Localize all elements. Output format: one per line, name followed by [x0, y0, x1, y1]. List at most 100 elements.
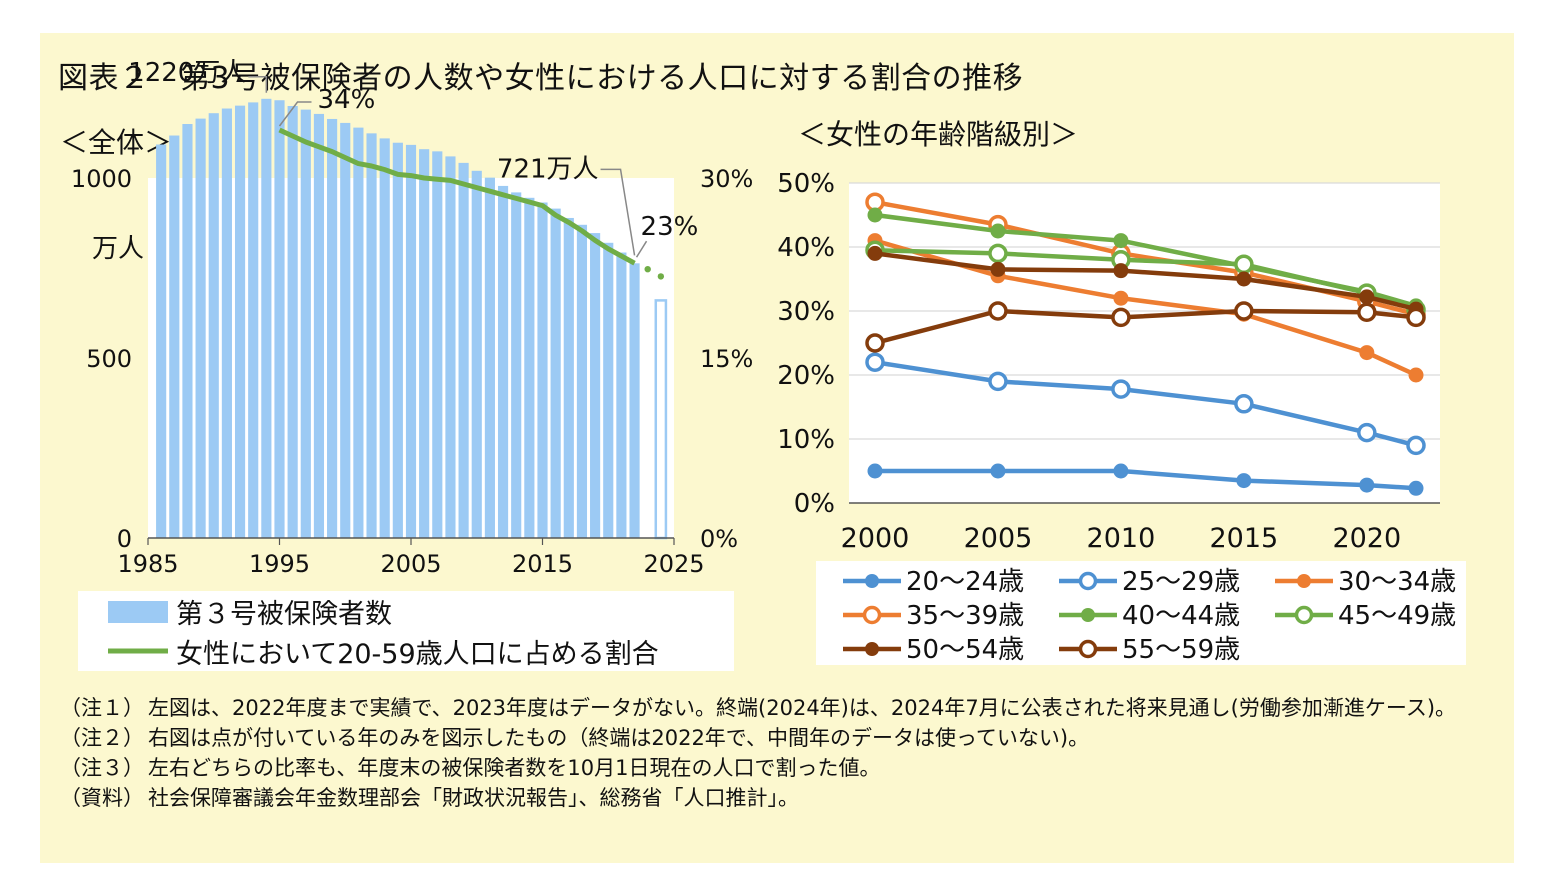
series-point [1406, 307, 1426, 328]
legend-line-label: 女性において20-59歳人口に占める割合 [176, 639, 659, 670]
bar [327, 118, 338, 539]
series-point [988, 301, 1008, 321]
series-point [1406, 435, 1426, 456]
bar [234, 105, 246, 538]
x-tick-label: 2020 [1332, 523, 1401, 554]
annotation-23pct: 23% [641, 212, 699, 242]
bar [195, 118, 206, 538]
series-line [874, 251, 1417, 312]
series-point [1234, 254, 1254, 275]
bar [629, 263, 640, 538]
note-label: （注２） [60, 726, 144, 750]
x-tick-label: 2005 [380, 550, 441, 578]
bar [590, 233, 601, 538]
annotation-34pct: 34% [318, 85, 376, 115]
bar [156, 144, 167, 538]
series-point [1357, 422, 1377, 443]
legend-label: 45～49歳 [1338, 601, 1456, 631]
y-left-unit-label: 万人 [92, 234, 144, 264]
series-point [1236, 271, 1252, 287]
series-point [867, 245, 883, 261]
bar [313, 113, 325, 539]
y-right-tick-label: 30% [700, 165, 753, 193]
series-point [1111, 379, 1131, 399]
share-projection-dot [657, 273, 665, 280]
legend-marker [865, 642, 879, 656]
y-tick-label: 30% [777, 297, 835, 327]
series-line [875, 468, 1417, 491]
bar [353, 127, 364, 538]
series-point [1408, 480, 1424, 496]
left-chart-subtitle: ＜全体＞ [60, 126, 173, 159]
figure-title: 図表２ 第3号被保険者の人数や女性における人口に対する割合の推移 [58, 61, 1024, 96]
legend-marker [862, 605, 882, 625]
note-4: （資料） 社会保障審議会年金数理部会「財政状況報告」、総務省「人口推計」。 [60, 783, 1500, 813]
bar [340, 122, 351, 539]
bar [419, 149, 430, 538]
series-point [1359, 289, 1375, 305]
bar [537, 202, 548, 539]
legend-marker [1078, 639, 1098, 659]
bar [366, 133, 377, 539]
x-tick-label: 2010 [1087, 523, 1156, 554]
bar [274, 100, 285, 539]
legend-marker [1297, 574, 1311, 588]
series-point [1359, 345, 1375, 361]
bar [248, 102, 259, 539]
y-left-tick-label: 0 [117, 525, 132, 553]
bar [208, 113, 219, 538]
annotation-leader [278, 101, 312, 127]
y-right-tick-label: 15% [700, 345, 753, 373]
x-tick-label: 2015 [1210, 523, 1279, 554]
note-text: 社会保障審議会年金数理部会「財政状況報告」、総務省「人口推計」。 [148, 786, 799, 810]
legend-marker [1294, 605, 1314, 625]
note-label: （注３） [60, 756, 144, 780]
note-1: （注１） 左図は、2022年度まで実績で、2023年度はデータがない。終端(20… [60, 693, 1500, 723]
overall-chart: 1985 1995 2005 2015 2025 0 500 1000 0% 15% 30% 万人 12… [71, 58, 753, 671]
series-point [1357, 302, 1377, 323]
y-tick-label: 40% [777, 233, 835, 263]
bar [221, 108, 232, 539]
x-tick-label: 2025 [643, 550, 704, 578]
bar [379, 138, 390, 538]
series-point [1113, 263, 1129, 279]
annotation-leader [248, 76, 268, 93]
bar [445, 156, 456, 538]
y-tick-label: 0% [794, 489, 835, 519]
legend-label: 55～59歳 [1122, 635, 1240, 665]
bar [497, 185, 509, 539]
bar [576, 224, 588, 539]
bar [524, 197, 535, 539]
share-projection-dot [644, 266, 651, 273]
plot-area [849, 183, 1440, 503]
annotation-1220: 1220万人 [128, 58, 246, 88]
series-point [1113, 290, 1129, 306]
legend-marker [865, 574, 879, 588]
series-point [988, 371, 1008, 392]
note-label: （注１） [60, 696, 144, 720]
legend-box [816, 561, 1466, 665]
series-line [874, 238, 1417, 378]
y-left-tick-label: 1000 [71, 165, 132, 193]
bar [471, 170, 482, 539]
series-point [1111, 307, 1131, 328]
bar [182, 124, 193, 538]
bar [261, 98, 272, 539]
legend-label: 20～24歳 [906, 567, 1024, 597]
series-point [1408, 367, 1424, 383]
y-right-tick-label: 0% [700, 525, 738, 553]
x-tick-label: 2015 [512, 550, 573, 578]
bar [484, 177, 495, 538]
bar [511, 192, 522, 538]
legend-label: 50～54歳 [906, 635, 1024, 665]
note-3: （注３） 左右どちらの比率も、年度末の被保険者数を10月1日現在の人口で割った値… [60, 753, 1500, 783]
note-text: 右図は点が付いている年のみを図示したもの（終端は2022年で、中間年のデータは使… [148, 726, 1090, 750]
legend-bar-label: 第３号被保険者数 [176, 599, 392, 630]
legend-label: 25～29歳 [1122, 567, 1240, 597]
y-tick-label: 10% [777, 425, 835, 455]
series-point [1234, 394, 1254, 414]
note-text: 左右どちらの比率も、年度末の被保険者数を10月1日現在の人口で割った値。 [148, 756, 881, 780]
note-label: （資料） [60, 786, 144, 810]
legend-marker [1081, 608, 1095, 622]
series-point [1234, 301, 1254, 321]
